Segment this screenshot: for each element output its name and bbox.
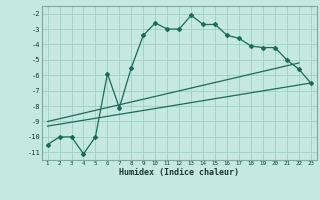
- X-axis label: Humidex (Indice chaleur): Humidex (Indice chaleur): [119, 168, 239, 177]
